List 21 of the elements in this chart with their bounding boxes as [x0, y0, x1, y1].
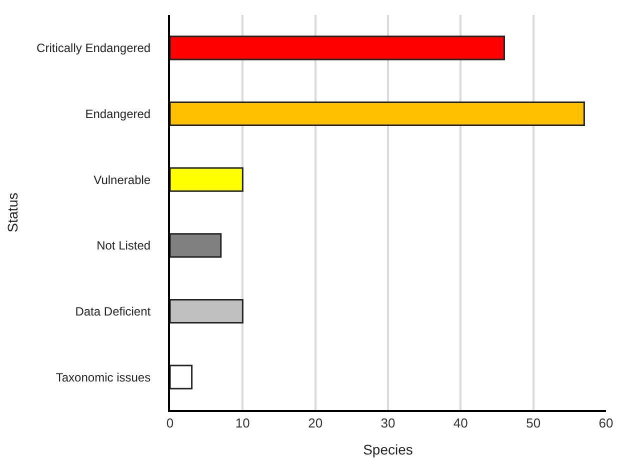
y-tick-label: Endangered — [85, 106, 151, 121]
y-tick-label: Not Listed — [96, 238, 151, 253]
x-tick-label: 10 — [235, 416, 250, 431]
bar — [170, 36, 506, 60]
bar — [170, 167, 244, 192]
bar — [170, 364, 193, 390]
bar — [170, 101, 585, 126]
y-axis-title: Status — [4, 192, 21, 232]
x-tick-label: 20 — [308, 416, 323, 431]
x-tick-label: 0 — [166, 416, 174, 431]
y-tick-label: Critically Endangered — [36, 41, 151, 56]
y-tick-label: Taxonomic issues — [56, 370, 151, 384]
x-axis-title: Species — [363, 441, 413, 458]
x-tick-label: 40 — [453, 416, 468, 431]
bar — [170, 298, 244, 324]
x-tick-label: 30 — [380, 416, 396, 431]
x-tick-label: 60 — [598, 416, 614, 431]
x-tick-label: 50 — [526, 416, 541, 431]
y-tick-label: Vulnerable — [94, 172, 151, 187]
bar — [170, 233, 222, 258]
y-tick-label: Data Deficient — [75, 304, 152, 318]
